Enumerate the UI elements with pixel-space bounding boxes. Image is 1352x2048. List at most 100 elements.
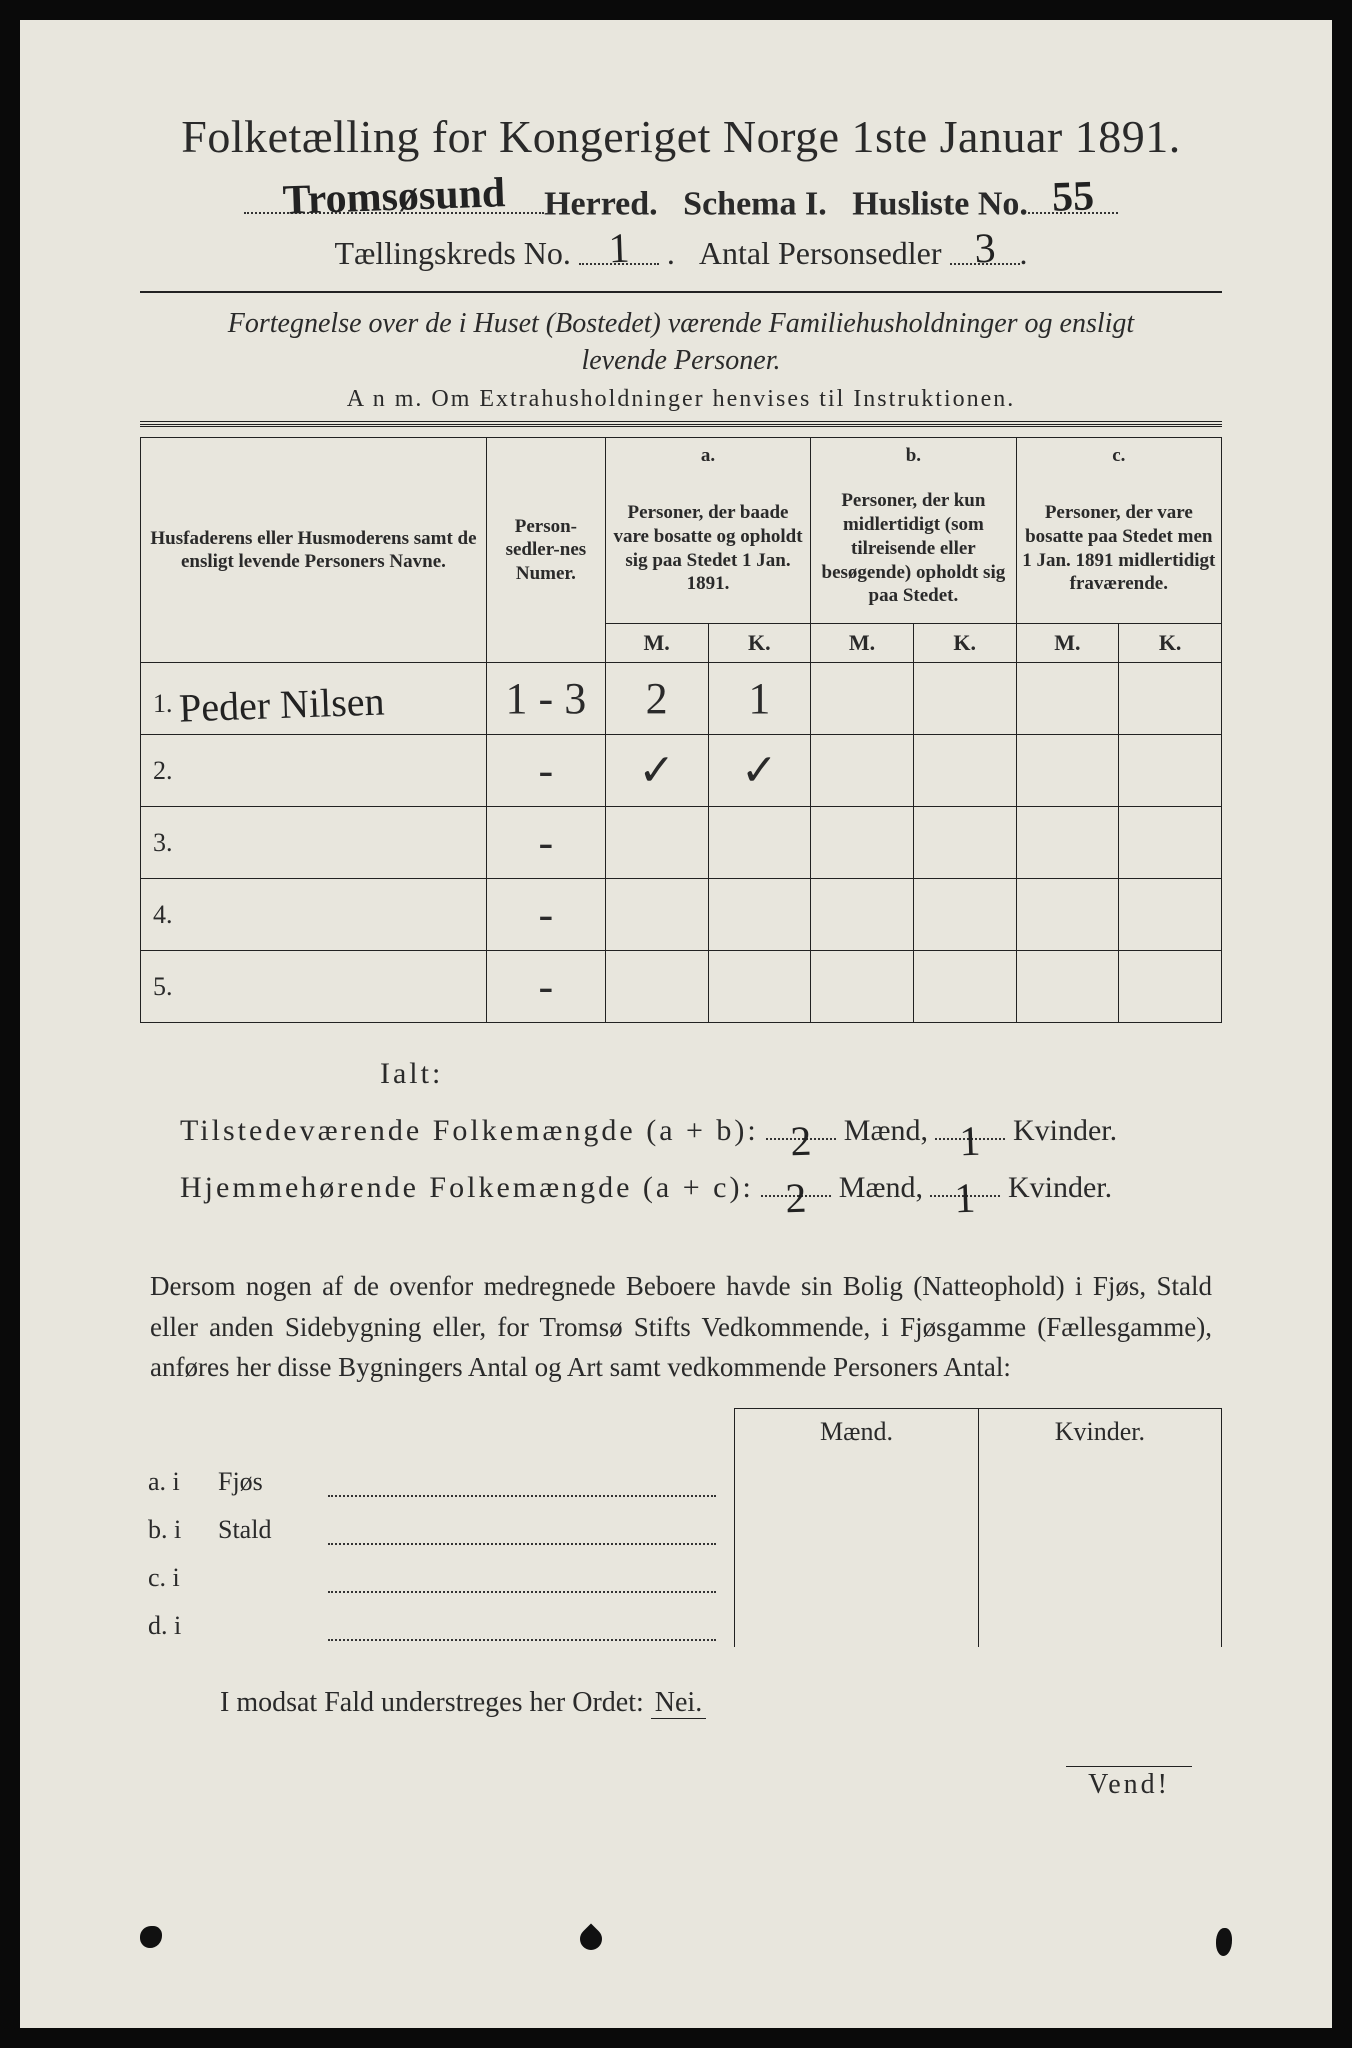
fjøs-row: b. iStald	[140, 1503, 1222, 1551]
row-c-k	[1119, 879, 1222, 951]
fjøs-maend-header: Mænd.	[735, 1408, 978, 1455]
antal-hw: 3	[973, 225, 996, 274]
divider	[140, 291, 1222, 293]
fjøs-kvinder-header: Kvinder.	[978, 1408, 1221, 1455]
col-c-head: c.	[1016, 438, 1221, 474]
fjøs-row: c. i	[140, 1551, 1222, 1599]
row-c-m	[1016, 951, 1119, 1023]
row-b-m	[811, 951, 914, 1023]
row-a-m	[605, 951, 708, 1023]
row-numer: 1 - 3	[486, 663, 605, 735]
row-c-k	[1119, 951, 1222, 1023]
fjøs-row: a. iFjøs	[140, 1455, 1222, 1503]
row-name: 2.	[141, 735, 487, 807]
table-row: 5. -	[141, 951, 1222, 1023]
col-a-desc: Personer, der baade vare bosatte og opho…	[605, 474, 810, 624]
col-a-m: M.	[605, 624, 708, 663]
header-line-2: Tællingskreds No. 1 . Antal Personsedler…	[140, 229, 1222, 272]
schema-label: Schema I.	[683, 185, 827, 222]
hjemme-label: Hjemmehørende Folkemængde (a + c):	[180, 1171, 754, 1204]
anm-note: A n m. Om Extrahusholdninger henvises ti…	[140, 386, 1222, 413]
fjøs-m	[735, 1503, 978, 1551]
maend-label: Mænd,	[844, 1114, 928, 1147]
totals-block: Ialt: Tilstedeværende Folkemængde (a + b…	[140, 1045, 1222, 1216]
fjøs-k	[978, 1455, 1221, 1503]
fjøs-label: c. i	[140, 1551, 735, 1599]
fjøs-label: b. iStald	[140, 1503, 735, 1551]
row-a-k	[708, 951, 811, 1023]
kreds-no-hw: 1	[608, 225, 631, 274]
double-rule	[140, 421, 1222, 427]
row-numer: -	[486, 879, 605, 951]
row-c-k	[1119, 735, 1222, 807]
row-name: 4.	[141, 879, 487, 951]
herred-handwritten: Tromsøsund	[282, 169, 506, 225]
census-form-page: Folketælling for Kongeriget Norge 1ste J…	[0, 0, 1352, 2048]
tilstede-label: Tilstedeværende Folkemængde (a + b):	[180, 1114, 759, 1147]
fjøs-m	[735, 1599, 978, 1647]
ialt-label: Ialt:	[380, 1045, 1222, 1102]
ink-blot	[1216, 1928, 1232, 1956]
fjøs-k	[978, 1599, 1221, 1647]
col-names-header: Husfaderens eller Husmoderens samt de en…	[141, 438, 487, 663]
household-table: Husfaderens eller Husmoderens samt de en…	[140, 437, 1222, 1023]
row-a-k: ✓	[708, 735, 811, 807]
row-a-k	[708, 879, 811, 951]
col-b-m: M.	[811, 624, 914, 663]
antal-label: Antal Personsedler	[699, 236, 942, 272]
fjøs-k	[978, 1503, 1221, 1551]
row-c-m	[1016, 807, 1119, 879]
row-c-m	[1016, 663, 1119, 735]
fjøs-k	[978, 1551, 1221, 1599]
col-c-m: M.	[1016, 624, 1119, 663]
fjøs-label: d. i	[140, 1599, 735, 1647]
col-a-head: a.	[605, 438, 810, 474]
fjøs-paragraph: Dersom nogen af de ovenfor medregnede Be…	[150, 1266, 1212, 1388]
maend-label-2: Mænd,	[839, 1171, 923, 1204]
header-line-1: TromsøsundHerred. Schema I. Husliste No.…	[140, 177, 1222, 223]
row-c-k	[1119, 807, 1222, 879]
fjøs-m	[735, 1455, 978, 1503]
table-row: 2. -✓✓	[141, 735, 1222, 807]
row-b-k	[913, 879, 1016, 951]
form-description: Fortegnelse over de i Huset (Bostedet) v…	[180, 305, 1182, 381]
vend-footer: Vend!	[140, 1769, 1222, 1801]
row-name: 5.	[141, 951, 487, 1023]
row-b-k	[913, 735, 1016, 807]
row-c-m	[1016, 735, 1119, 807]
row-a-m	[605, 807, 708, 879]
totals-line-2: Hjemmehørende Folkemængde (a + c): 2 Mæn…	[180, 1159, 1222, 1216]
nei-word: Nei.	[651, 1687, 706, 1719]
row-numer: -	[486, 951, 605, 1023]
row-a-k	[708, 807, 811, 879]
row-a-m: 2	[605, 663, 708, 735]
fjøs-label: a. iFjøs	[140, 1455, 735, 1503]
row-a-k: 1	[708, 663, 811, 735]
husliste-label: Husliste No.	[852, 185, 1028, 222]
page-title: Folketælling for Kongeriget Norge 1ste J…	[140, 110, 1222, 163]
fjøs-table: Mænd. Kvinder. a. iFjøsb. iStaldc. id. i	[140, 1408, 1222, 1647]
ink-blot	[575, 1923, 606, 1954]
col-b-head: b.	[811, 438, 1016, 474]
col-numer-header: Person-sedler-nes Numer.	[486, 438, 605, 663]
desc-line-1: Fortegnelse over de i Huset (Bostedet) v…	[228, 308, 1134, 339]
col-b-k: K.	[913, 624, 1016, 663]
kvinder-label-2: Kvinder.	[1008, 1171, 1112, 1204]
row-a-m: ✓	[605, 735, 708, 807]
col-b-desc: Personer, der kun midlertidigt (som tilr…	[811, 474, 1016, 624]
col-c-desc: Personer, der vare bosatte paa Stedet me…	[1016, 474, 1221, 624]
row-b-k	[913, 663, 1016, 735]
row-b-m	[811, 807, 914, 879]
hjemme-m-hw: 2	[784, 1160, 808, 1240]
nei-line: I modsat Fald understreges her Ordet: Ne…	[220, 1687, 1222, 1719]
fjøs-m	[735, 1551, 978, 1599]
fjøs-row: d. i	[140, 1599, 1222, 1647]
row-b-m	[811, 735, 914, 807]
col-a-k: K.	[708, 624, 811, 663]
herred-label: Herred.	[544, 185, 658, 222]
husliste-no-hw: 55	[1051, 172, 1095, 221]
totals-line-1: Tilstedeværende Folkemængde (a + b): 2 M…	[180, 1102, 1222, 1159]
kreds-label: Tællingskreds No.	[334, 236, 570, 272]
row-numer: -	[486, 807, 605, 879]
row-name: 3.	[141, 807, 487, 879]
